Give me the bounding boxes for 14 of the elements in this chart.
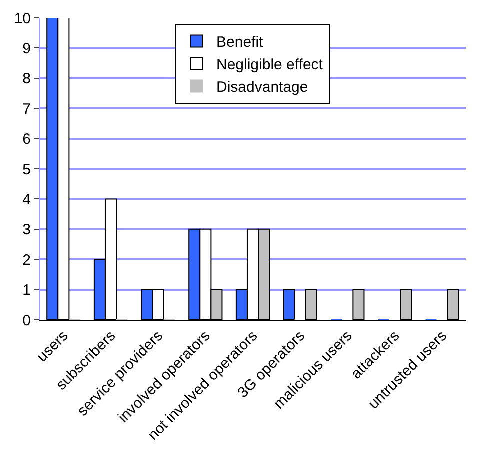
y-tick-label: 3: [22, 222, 31, 239]
y-tick-label: 5: [22, 161, 31, 178]
y-tick-label: 8: [22, 70, 31, 88]
y-tick-label: 10: [14, 10, 31, 28]
legend-label: Disadvantage: [216, 79, 308, 96]
y-tick-label: 9: [22, 40, 31, 58]
y-tick-label: 6: [22, 131, 31, 148]
y-tick-label: 1: [22, 282, 31, 300]
legend-label: Benefit: [216, 34, 264, 52]
y-tick-label: 4: [22, 191, 31, 208]
y-tick-label: 0: [22, 312, 31, 330]
legend-label: Negligible effect: [216, 56, 324, 74]
y-tick-label: 2: [22, 252, 31, 269]
y-tick-label: 7: [22, 100, 31, 118]
